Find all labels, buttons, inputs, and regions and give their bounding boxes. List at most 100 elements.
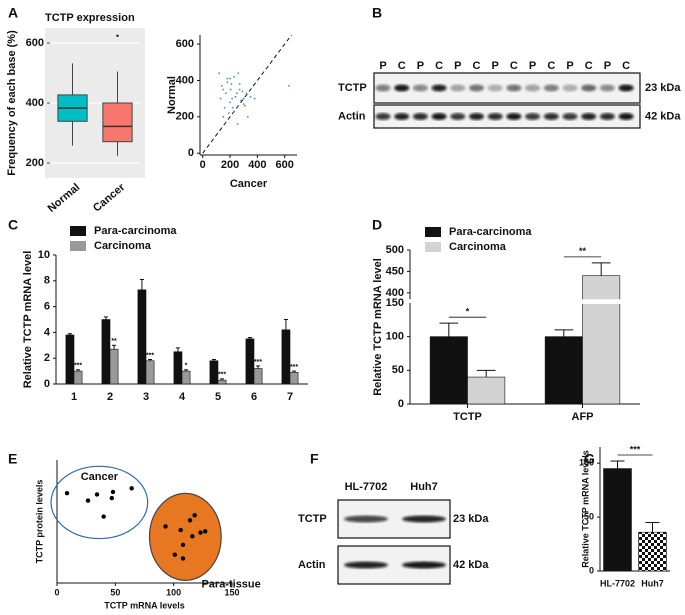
significance: *: [466, 307, 470, 317]
point: [246, 115, 249, 118]
y-tick-label: 50: [392, 364, 404, 376]
lane-label: C: [435, 60, 443, 72]
x-tick-label: TCTP: [453, 411, 482, 423]
y-axis-label: Relative TCTP mRNA level: [372, 258, 384, 396]
bar: [253, 368, 263, 385]
blot-band: [412, 84, 428, 92]
panel-label: G: [584, 451, 595, 467]
y-tick-label: 0: [589, 565, 594, 575]
box: [102, 102, 133, 143]
legend-label: Para-carcinoma: [94, 225, 177, 237]
point: [229, 88, 232, 91]
point: [233, 110, 236, 113]
point: [223, 106, 226, 109]
blot-band: [562, 113, 578, 120]
panel-label: F: [310, 451, 319, 467]
point: [242, 97, 245, 100]
point: [187, 518, 193, 523]
point: [240, 99, 242, 102]
blot-band: [431, 113, 447, 120]
point: [235, 92, 238, 95]
x-tick-label: 0: [54, 587, 59, 597]
bar: [429, 336, 468, 405]
y-tick-label: 600: [176, 38, 194, 50]
y-axis-label: Frequency of each base (%): [6, 30, 18, 176]
blot-band: [469, 113, 484, 120]
point: [94, 492, 100, 497]
lane-label: C: [473, 60, 481, 72]
blot-band: [394, 84, 410, 92]
lane-label: P: [417, 60, 424, 72]
bar: [181, 370, 191, 385]
blot-band: [618, 113, 634, 120]
point: [237, 105, 240, 107]
point: [234, 95, 237, 98]
y-tick-label: 450: [386, 265, 404, 277]
cluster-region: [50, 465, 149, 540]
lane-label: C: [585, 60, 593, 72]
point: [109, 495, 115, 501]
lane-label: P: [566, 60, 573, 72]
point: [238, 83, 241, 85]
x-tick-label: 200: [221, 159, 239, 171]
y-tick-label: 4: [44, 326, 51, 338]
blot-band: [450, 113, 466, 120]
blot-band: [469, 84, 484, 92]
point: [190, 534, 195, 539]
point: [172, 552, 178, 557]
significance: **: [579, 246, 587, 256]
point: [178, 527, 183, 533]
x-tick-label: Cancer: [91, 181, 128, 215]
point: [64, 491, 70, 496]
cluster-label: Cancer: [81, 471, 119, 483]
y-tick-label: 100: [579, 458, 594, 468]
x-tick-label: 50: [110, 587, 120, 597]
significance: ***: [254, 359, 262, 366]
point: [249, 95, 252, 98]
blot-band: [450, 84, 466, 92]
x-tick-label: 5: [215, 391, 221, 403]
bar: [209, 360, 219, 385]
blot-band: [412, 113, 428, 120]
size-label: 42 kDa: [645, 110, 681, 122]
x-tick-label: 400: [248, 159, 266, 171]
significance: ***: [630, 444, 641, 454]
x-tick-label: 150: [224, 587, 239, 597]
lane-label: P: [379, 60, 386, 72]
bar: [289, 372, 299, 385]
blot-band: [375, 113, 391, 120]
point: [227, 112, 230, 115]
point: [202, 529, 208, 534]
x-tick-label: 100: [166, 587, 181, 597]
blot-band: [618, 84, 634, 92]
bar: [582, 275, 621, 405]
point: [225, 92, 227, 95]
lane-label: C: [398, 60, 406, 72]
row-label: TCTP: [298, 513, 327, 525]
bar: [73, 370, 83, 385]
bar: [137, 289, 147, 385]
reference-line: [202, 34, 292, 154]
legend-swatch: [425, 227, 441, 237]
legend-label: Para-carcinoma: [449, 226, 532, 238]
point: [101, 514, 106, 519]
y-tick-label: 150: [386, 297, 404, 309]
lane-label: C: [547, 60, 555, 72]
point: [241, 90, 244, 93]
significance: ***: [218, 372, 226, 379]
x-tick-label: 4: [179, 391, 186, 403]
blot-band: [543, 113, 559, 120]
point: [180, 542, 186, 548]
bar: [281, 329, 291, 385]
y-tick-label: 400: [386, 287, 404, 299]
x-tick-label: 1: [71, 391, 77, 403]
x-tick-label: 600: [276, 159, 294, 171]
x-tick-label: 6: [251, 391, 257, 403]
blot-band: [506, 84, 522, 92]
bar: [109, 348, 119, 385]
lane-label: P: [454, 60, 461, 72]
lane-label: P: [492, 60, 499, 72]
bar: [217, 379, 227, 385]
point: [129, 486, 134, 491]
